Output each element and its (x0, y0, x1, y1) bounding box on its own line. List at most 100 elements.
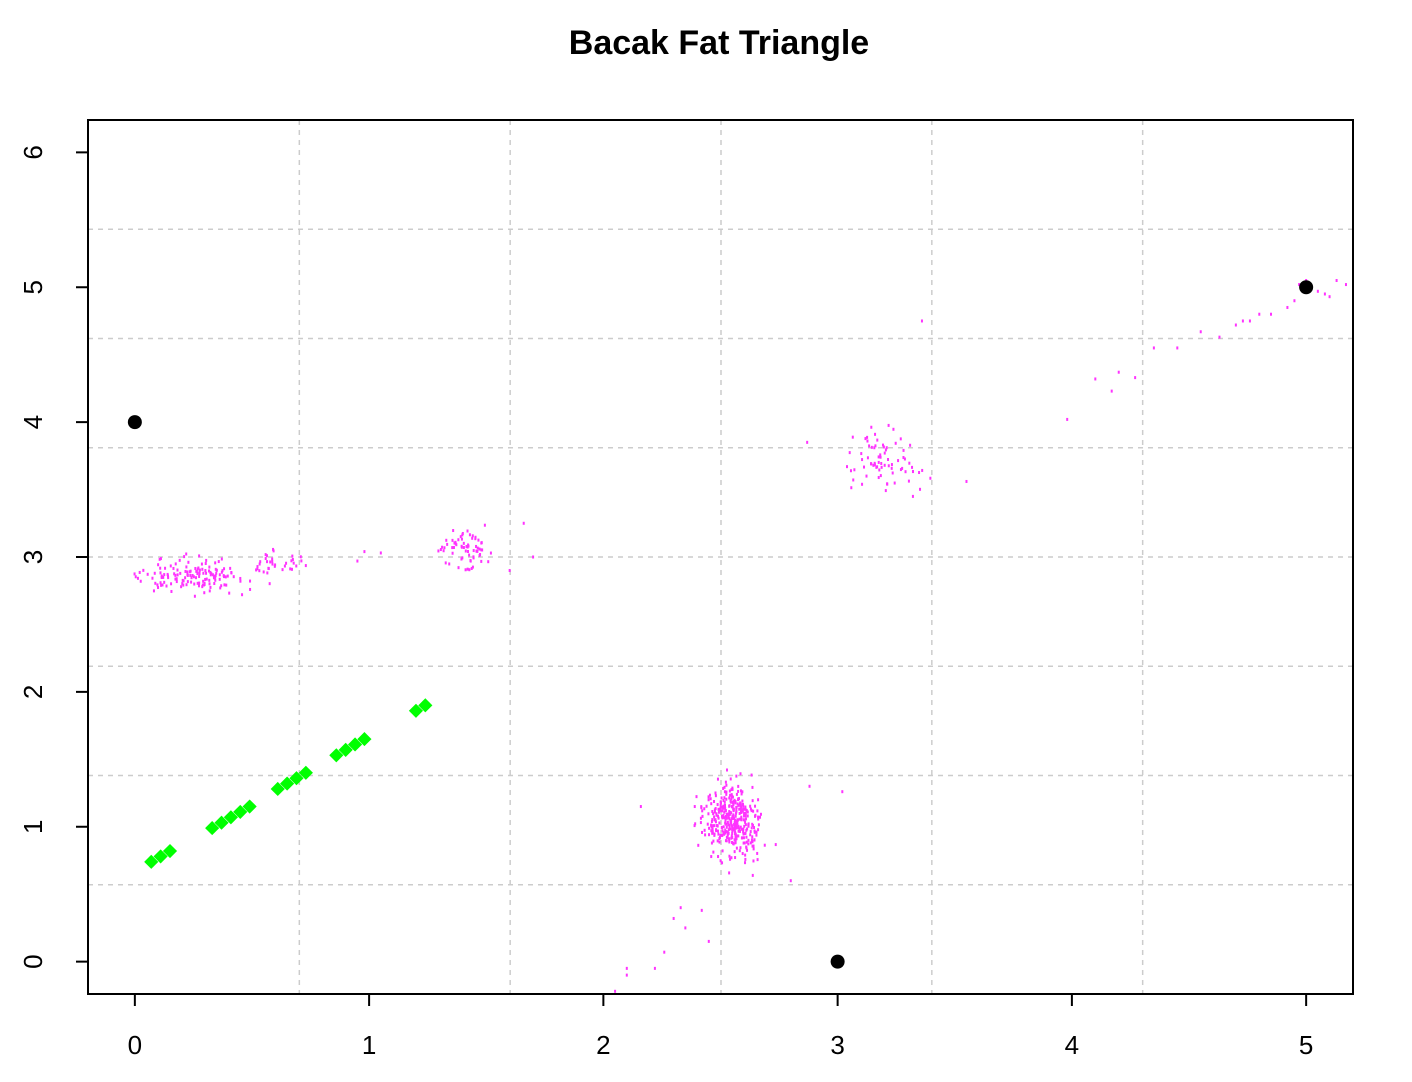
cloud-point (170, 582, 173, 586)
y-tick-label: 0 (18, 954, 48, 968)
cloud-point (724, 780, 727, 784)
cloud-point (890, 466, 893, 470)
cloud-point (356, 559, 359, 563)
cloud-point (730, 817, 733, 821)
cloud-point (173, 572, 176, 576)
cloud-point (202, 579, 205, 583)
cloud-point (479, 552, 482, 556)
cloud-point (706, 822, 709, 826)
cloud-point (439, 548, 442, 552)
cloud-point (863, 465, 866, 469)
cloud-point (723, 800, 726, 804)
cloud-point (879, 455, 882, 459)
cloud-point (724, 828, 727, 832)
cloud-point (215, 568, 218, 572)
cloud-point (239, 579, 242, 583)
cloud-point (198, 554, 201, 558)
cloud-point (728, 837, 731, 841)
cloud-point (738, 849, 741, 853)
cloud-point (759, 812, 762, 816)
cloud-point (271, 562, 274, 566)
cloud-point (918, 471, 921, 475)
line-point (298, 765, 313, 780)
cloud-point (717, 832, 720, 836)
cloud-point (711, 810, 714, 814)
cloud-point (139, 579, 142, 583)
cloud-point (271, 557, 274, 561)
cloud-point (741, 790, 744, 794)
cloud-point (256, 565, 259, 569)
cloud-point (208, 578, 211, 582)
cloud-point (201, 583, 204, 587)
cloud-point (704, 833, 707, 837)
cloud-point (743, 841, 746, 845)
cloud-point (739, 810, 742, 814)
cloud-point (730, 823, 733, 827)
cloud-point (204, 562, 207, 566)
cloud-point (185, 583, 188, 587)
cloud-point (722, 825, 725, 829)
cloud-point (1344, 283, 1347, 287)
cloud-point (744, 861, 747, 865)
cloud-point (743, 814, 746, 818)
cloud-point (744, 820, 747, 824)
cloud-point (460, 544, 463, 548)
cloud-point (728, 804, 731, 808)
cloud-point (880, 465, 883, 469)
cloud-point (451, 551, 454, 555)
cloud-point (159, 557, 162, 561)
cloud-point (720, 809, 723, 813)
cloud-point (747, 824, 750, 828)
cloud-point (182, 583, 185, 587)
cloud-point (732, 803, 735, 807)
cloud-point (735, 811, 738, 815)
cloud-point (882, 445, 885, 449)
cloud-point (710, 802, 713, 806)
y-tick-label: 3 (18, 550, 48, 564)
cloud-point (197, 566, 200, 570)
line-point (153, 849, 168, 864)
cloud-point (229, 566, 232, 570)
cloud-point (299, 555, 302, 559)
cloud-point (203, 582, 206, 586)
cloud-point (266, 571, 269, 575)
cloud-point (269, 560, 272, 564)
cloud-point (693, 824, 696, 828)
line-point (347, 737, 363, 752)
chart-title: Bacak Fat Triangle (569, 24, 869, 62)
cloud-point (740, 815, 743, 819)
cloud-point (460, 537, 463, 541)
cloud-point (222, 574, 225, 578)
cloud-point (457, 566, 460, 570)
cloud-point (220, 557, 223, 561)
cloud-point (744, 805, 747, 809)
cloud-point (729, 793, 732, 797)
cloud-point (189, 569, 192, 573)
cloud-point (1176, 346, 1179, 350)
cloud-point (732, 813, 735, 817)
cloud-point (1152, 346, 1155, 350)
cloud-point (911, 470, 914, 474)
cloud-point (751, 840, 754, 844)
cloud-point (726, 820, 729, 824)
cloud-point (883, 463, 886, 467)
cloud-point (443, 546, 446, 550)
cloud-point (717, 816, 720, 820)
cloud-point (625, 966, 628, 970)
cloud-point (729, 777, 732, 781)
cloud-point (703, 828, 706, 832)
cloud-point (699, 816, 702, 820)
cloud-point (886, 482, 889, 486)
cloud-point (225, 583, 228, 587)
cloud-point (878, 468, 881, 472)
cloud-point (721, 833, 724, 837)
cloud-point (754, 804, 757, 808)
cloud-point (198, 581, 201, 585)
cloud-point (478, 547, 481, 551)
cloud-point (892, 427, 895, 431)
cloud-point (223, 567, 226, 571)
cloud-point (174, 573, 177, 577)
cloud-point (879, 453, 882, 457)
cloud-point (866, 456, 869, 460)
cloud-point (742, 836, 745, 840)
